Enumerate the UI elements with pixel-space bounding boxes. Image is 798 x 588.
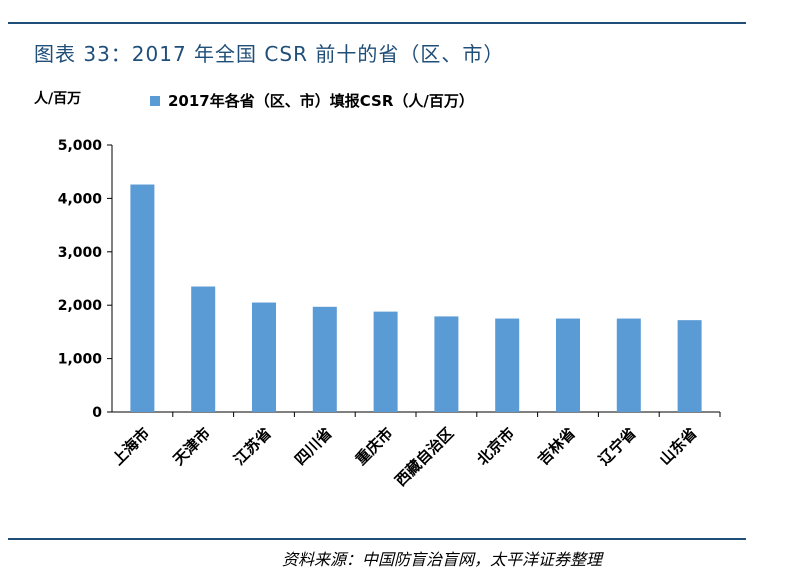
- bar: [495, 318, 520, 412]
- legend: 2017年各省（区、市）填报CSR（人/百万）: [150, 90, 474, 111]
- bar: [191, 286, 216, 412]
- bar: [312, 306, 337, 412]
- bar: [616, 318, 641, 412]
- bar: [677, 320, 702, 412]
- bar: [434, 316, 459, 412]
- legend-swatch: [150, 95, 160, 106]
- x-tick-label: 吉林省: [534, 424, 579, 469]
- y-axis-label: 人/百万: [34, 91, 82, 107]
- y-tick-label: 1,000: [58, 352, 103, 368]
- bar: [373, 311, 398, 412]
- source-note: 资料来源：中国防盲治盲网，太平洋证券整理: [282, 550, 603, 569]
- bar-chart: 0 1,000 2,000 3,000 4,000 5,000 上海市 天津市 江苏省 四川省 重庆…: [58, 138, 721, 490]
- x-tick-label: 山东省: [656, 424, 701, 469]
- y-tick-label: 2,000: [58, 298, 103, 314]
- y-tick-label: 5,000: [58, 138, 103, 154]
- y-tick-label: 0: [92, 405, 102, 421]
- x-tick-label: 北京市: [473, 424, 518, 469]
- y-tick-label: 4,000: [58, 191, 103, 207]
- bar: [556, 318, 580, 412]
- x-tick-label: 天津市: [169, 424, 214, 469]
- x-tick-label: 重庆市: [352, 424, 397, 469]
- x-tick-label: 江苏省: [230, 424, 275, 469]
- y-tick-label: 3,000: [58, 245, 103, 261]
- x-tick-label: 上海市: [109, 424, 154, 469]
- source-top-rule: [8, 538, 746, 540]
- x-tick-label: 四川省: [291, 424, 336, 469]
- figure-title: 图表 33：2017 年全国 CSR 前十的省（区、市）: [34, 42, 505, 66]
- bar: [252, 302, 276, 412]
- title-top-rule: [8, 22, 746, 24]
- x-tick-label: 西藏自治区: [391, 424, 457, 490]
- x-tick-label: 辽宁省: [595, 424, 640, 469]
- legend-label: 2017年各省（区、市）填报CSR（人/百万）: [168, 92, 474, 110]
- bar: [130, 184, 155, 412]
